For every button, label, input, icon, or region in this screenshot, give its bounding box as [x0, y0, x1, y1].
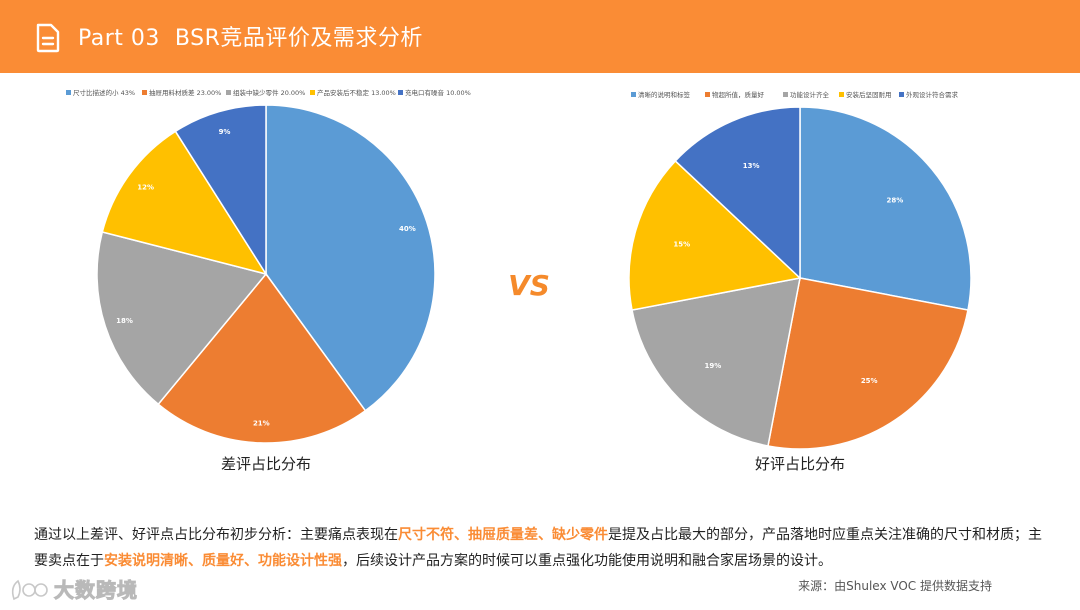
legend-entry: 抽屉用料材质差 23.00%	[149, 88, 221, 97]
legend-swatch	[839, 92, 844, 97]
pain-points-highlight: 尺寸不符、抽屉质量差、缺少零件	[398, 527, 608, 543]
legend-entry: 尺寸比描述的小 43%	[73, 88, 135, 97]
pie-slice	[628, 159, 802, 311]
legend-entry: 安装后坚固耐用	[846, 90, 892, 99]
document-icon	[36, 23, 60, 53]
source-note: 来源：由Shulex VOC 提供数据支持	[798, 579, 992, 593]
legend-swatch	[142, 90, 147, 95]
chart-caption: 好评占比分布	[755, 455, 845, 473]
watermark-text: 大数跨境	[54, 578, 138, 603]
legend-entry: 组装中缺少零件 20.00%	[233, 88, 305, 97]
title-text: BSR竞品评价及需求分析	[174, 26, 423, 51]
pie-slice	[174, 104, 267, 277]
pie-slice	[631, 277, 801, 447]
legend-entry: 物超所值，质量好	[712, 90, 765, 99]
page-title: Part 03 BSR竞品评价及需求分析	[78, 20, 423, 52]
legend-entry: 功能设计齐全	[790, 90, 830, 99]
pie-slice	[799, 106, 972, 311]
charts-area: 尺寸比描述的小 43% 抽屉用料材质差 23.00% 组装中缺少零件 20.00% 产…	[66, 88, 972, 473]
pie-slice	[265, 104, 436, 412]
legend-swatch	[899, 92, 904, 97]
vs-label: VS	[508, 269, 550, 302]
legend-entry: 清晰的说明和标签	[638, 90, 691, 99]
part-number: Part 03	[78, 26, 160, 51]
watermark-logo-icon	[11, 579, 48, 600]
pie-slice	[674, 106, 801, 280]
legend-entry: 外观设计符合需求	[906, 90, 959, 99]
watermark: 大数跨境	[8, 574, 138, 603]
legend-swatch	[66, 90, 71, 95]
pie-chart-1: 尺寸比描述的小 43% 抽屉用料材质差 23.00% 组装中缺少零件 20.00% 产…	[66, 88, 471, 473]
legend-swatch	[631, 92, 636, 97]
legend-entry: 充电口有噪音 10.00%	[405, 88, 471, 97]
slice-data-label: 28%	[886, 197, 903, 205]
slice-data-label: 19%	[705, 362, 722, 370]
legend-swatch	[226, 90, 231, 95]
slice-data-label: 12%	[137, 184, 154, 192]
legend-swatch	[310, 90, 315, 95]
analysis-part-2: 是提及占比最大的部分，产品落地时应重点关注准确的尺寸和材质；主要卖点在于	[34, 527, 1042, 569]
slice-data-label: 9%	[219, 128, 231, 136]
analysis-text: 通过以上差评、好评点占比分布初步分析：主要痛点表现在尺寸不符、抽屉质量差、缺少零…	[34, 522, 1050, 574]
analysis-part-3: ，后续设计产品方案的时候可以重点强化功能使用说明和融合家居场景的设计。	[342, 553, 832, 569]
legend-entry: 产品安装后不稳定 13.00%	[317, 88, 396, 97]
slice-data-label: 21%	[253, 420, 270, 428]
pie-slice	[101, 130, 268, 276]
selling-points-highlight: 安装说明清晰、质量好、功能设计性强	[104, 553, 342, 569]
legend-swatch	[783, 92, 788, 97]
header-bar: Part 03 BSR竞品评价及需求分析	[0, 0, 1080, 73]
pie-slice	[96, 231, 268, 406]
slice-data-label: 40%	[399, 225, 416, 233]
pie-slice	[157, 272, 367, 444]
pie-slice	[767, 277, 969, 450]
analysis-part-1: 通过以上差评、好评点占比分布初步分析：主要痛点表现在	[34, 527, 398, 543]
chart-caption: 差评占比分布	[221, 455, 311, 473]
pie-chart-2: 清晰的说明和标签 物超所值，质量好 功能设计齐全 安装后坚固耐用 外观设计符合需求 28%…	[628, 90, 972, 473]
slice-data-label: 13%	[743, 162, 760, 170]
legend-1: 尺寸比描述的小 43% 抽屉用料材质差 23.00% 组装中缺少零件 20.00% 产…	[66, 88, 471, 97]
legend-swatch	[398, 90, 403, 95]
slice-data-label: 25%	[861, 377, 878, 385]
slice-data-label: 18%	[116, 317, 133, 325]
legend-2: 清晰的说明和标签 物超所值，质量好 功能设计齐全 安装后坚固耐用 外观设计符合需求	[631, 90, 959, 99]
legend-swatch	[705, 92, 710, 97]
slice-data-label: 15%	[673, 241, 690, 249]
